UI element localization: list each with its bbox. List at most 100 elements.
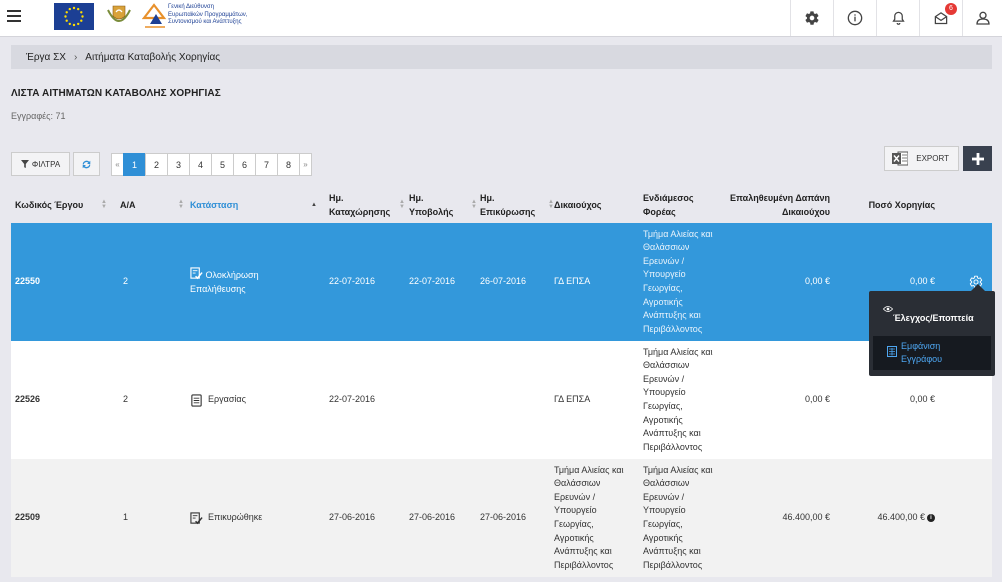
cell-verified-expense: 46.400,00 €	[782, 512, 830, 523]
column-header-aa[interactable]: Α/Α ▲ ▼	[120, 188, 188, 222]
cell-code: 22550	[15, 276, 41, 287]
column-header-status[interactable]: Κατάσταση ▲	[190, 188, 321, 222]
mail-icon	[934, 11, 948, 24]
column-header-label: Κατάσταση	[190, 200, 239, 210]
sort-icon: ▲ ▼	[399, 199, 405, 210]
filter-icon	[20, 160, 29, 168]
column-header-submission-date[interactable]: Ημ. Υποβολής ▲ ▼	[409, 188, 477, 222]
cell-status: Εργασίας	[190, 341, 290, 459]
table-row[interactable]: 22526 2 Εργασίας 22-07-2016 ΓΔ ΕΠΣΑ Τμήμ…	[11, 341, 992, 459]
column-header-code[interactable]: Κωδικός Έργου ▲ ▼	[15, 188, 111, 222]
cell-intermediate: Τμήμα Αλιείας και Θαλάσσιων Ερευνών / Υπ…	[643, 228, 713, 334]
user-icon	[975, 11, 990, 25]
sort-asc-icon: ▲	[311, 202, 317, 208]
amount-text: 46.400,00 €	[877, 512, 925, 523]
column-header-label: Υποβολής	[409, 207, 454, 217]
menu-item-label: Εμφάνιση	[901, 341, 941, 351]
gear-icon	[805, 11, 819, 25]
column-header-label: Επικύρωσης	[480, 207, 536, 217]
top-bar: Γενική Διεύθυνση Ευρωπαϊκών Προγραμμάτων…	[0, 0, 1002, 37]
logo-text-line: Συντονισμού και Ανάπτυξης	[168, 19, 242, 25]
column-header-label: Ενδιάμεσος	[643, 193, 694, 203]
refresh-button[interactable]	[73, 152, 100, 176]
menu-item-label: Εγγράφου	[901, 354, 943, 364]
status-text: Επικυρώθηκε	[208, 512, 263, 523]
excel-icon	[892, 151, 908, 166]
info-icon	[847, 10, 863, 26]
cell-registration-date: 27-06-2016	[329, 512, 376, 523]
pagination-page[interactable]: 7	[255, 153, 278, 176]
column-header-label: Επαληθευμένη Δαπάνη	[730, 193, 830, 203]
bell-icon	[891, 11, 905, 25]
sort-icon: ▲ ▼	[178, 199, 184, 210]
logo-text-line: Ευρωπαϊκών Προγραμμάτων,	[168, 11, 248, 18]
pagination-page[interactable]: 3	[167, 153, 190, 176]
column-header-beneficiary[interactable]: Δικαιούχος	[554, 188, 634, 222]
info-icon[interactable]: i	[927, 514, 935, 522]
sort-icon: ▲ ▼	[471, 199, 477, 210]
pagination-next[interactable]: »	[299, 153, 312, 176]
export-label: EXPORT	[916, 154, 949, 163]
cell-registration-date: 22-07-2016	[329, 276, 376, 287]
document-grid-icon	[887, 346, 897, 357]
cell-beneficiary: ΓΔ ΕΠΣΑ	[554, 276, 591, 287]
cell-verification-date: 27-06-2016	[480, 512, 527, 523]
plus-icon	[971, 152, 984, 165]
column-header-intermediate[interactable]: Ενδιάμεσος Φορέας	[643, 188, 723, 222]
pagination-page[interactable]: 6	[233, 153, 256, 176]
column-header-label: Καταχώρησης	[329, 207, 391, 217]
notification-badge: 6	[945, 3, 957, 15]
table-row[interactable]: 22550 2 Ολοκλήρωση Επαλήθευσης 22-07-201…	[11, 223, 992, 341]
pagination-page[interactable]: 2	[145, 153, 168, 176]
menu-caret	[971, 284, 985, 291]
hamburger-menu-icon[interactable]	[7, 10, 21, 22]
verified-doc-icon	[190, 267, 203, 280]
info-button[interactable]	[833, 0, 876, 36]
notifications-button[interactable]	[876, 0, 919, 36]
table-row[interactable]: 22509 1 Επικυρώθηκε 27-06-2016 27-06-201…	[11, 459, 992, 577]
pagination-page[interactable]: 8	[277, 153, 300, 176]
cell-registration-date: 22-07-2016	[329, 394, 376, 405]
pagination-page[interactable]: 1	[123, 153, 146, 176]
settings-button[interactable]	[790, 0, 833, 36]
export-button[interactable]: EXPORT	[884, 146, 959, 171]
status-text: Εργασίας	[208, 394, 246, 405]
cell-amount: 0,00 €	[909, 276, 935, 287]
column-header-verification-date[interactable]: Ημ. Επικύρωσης ▲ ▼	[480, 188, 554, 222]
menu-header-label: Έλεγχος/Εποπτεία	[893, 313, 974, 323]
table-header: Κωδικός Έργου ▲ ▼ Α/Α ▲ ▼ Κατάσταση ▲ Ημ. Κ…	[11, 188, 992, 222]
cell-submission-date: 27-06-2016	[409, 512, 456, 523]
cyprus-emblem-logo	[104, 2, 134, 31]
cell-amount: 46.400,00 € i	[851, 459, 935, 577]
add-button[interactable]	[963, 146, 992, 171]
column-header-label: Α/Α	[120, 200, 136, 210]
cell-code: 22526	[15, 394, 41, 405]
column-header-registration-date[interactable]: Ημ. Καταχώρησης ▲ ▼	[329, 188, 405, 222]
filters-button[interactable]: ΦΙΛΤΡΑ	[11, 152, 70, 176]
status-text: Ολοκλήρωση Επαλήθευσης	[190, 270, 259, 294]
eu-flag-logo	[54, 3, 94, 30]
sort-icon: ▲ ▼	[548, 199, 554, 210]
pagination-page[interactable]: 4	[189, 153, 212, 176]
logo-text-line: Γενική Διεύθυνση	[168, 4, 214, 10]
cell-aa: 1	[123, 512, 129, 523]
cell-status: Επικυρώθηκε	[190, 459, 290, 577]
breadcrumb-item-projects[interactable]: Έργα ΣΧ	[26, 51, 66, 63]
document-icon	[191, 393, 202, 407]
messages-button[interactable]: 6	[919, 0, 962, 36]
cell-status: Ολοκλήρωση Επαλήθευσης	[190, 223, 290, 341]
column-header-amount[interactable]: Ποσό Χορηγίας	[851, 188, 935, 222]
general-directorate-logo: Γενική Διεύθυνση Ευρωπαϊκών Προγραμμάτων…	[142, 2, 262, 32]
pagination-page[interactable]: 5	[211, 153, 234, 176]
column-header-label: Κωδικός Έργου	[15, 200, 84, 210]
refresh-icon	[82, 160, 91, 168]
user-menu-button[interactable]	[962, 0, 1002, 36]
menu-item-view-document[interactable]: Εμφάνιση Εγγράφου	[873, 336, 991, 370]
cell-verified-expense: 0,00 €	[804, 276, 830, 287]
column-header-label: Δικαιούχος	[554, 200, 602, 210]
page-title: ΛΙΣΤΑ ΑΙΤΗΜΑΤΩΝ ΚΑΤΑΒΟΛΗΣ ΧΟΡΗΓΙΑΣ	[11, 88, 221, 99]
column-header-label: Φορέας	[643, 207, 676, 217]
column-header-verified-expense[interactable]: Επαληθευμένη Δαπάνη Δικαιούχου	[723, 188, 830, 222]
cell-intermediate: Τμήμα Αλιείας και Θαλάσσιων Ερευνών / Υπ…	[643, 346, 713, 452]
column-header-label: Ημ.	[480, 193, 495, 203]
